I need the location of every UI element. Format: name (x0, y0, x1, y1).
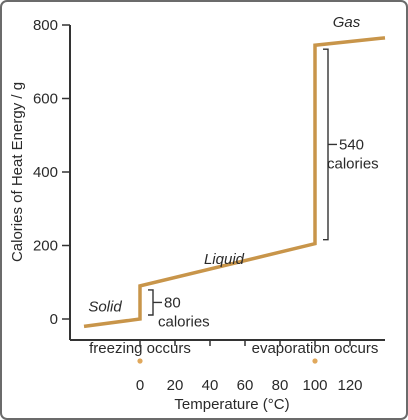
freezing-calories-value: 80 (164, 294, 181, 311)
event-marker-dot (137, 358, 143, 364)
event-marker-dot (312, 358, 318, 364)
evaporation-calories-value: 540 (339, 136, 364, 153)
y-tick-label: 600 (33, 91, 58, 108)
y-tick-label: 0 (50, 311, 58, 328)
y-tick-label: 400 (33, 164, 58, 181)
phase-label-liquid: Liquid (204, 251, 245, 268)
x-tick-label: 60 (237, 377, 254, 394)
chart-labels: Solid Liquid Gas 80 calories 540 calories freez… (88, 14, 379, 364)
heating-curve-line (83, 36, 386, 329)
y-tick-label: 200 (33, 238, 58, 255)
evaporation-bracket (323, 48, 337, 241)
x-tick-label: 40 (202, 377, 219, 394)
evaporation-calories-unit: calories (327, 155, 379, 172)
chart-marks (83, 36, 386, 329)
phase-label-gas: Gas (333, 14, 361, 31)
phase-label-solid: Solid (88, 299, 122, 316)
x-tick-label: 80 (272, 377, 289, 394)
x-tick-label: 100 (302, 377, 327, 394)
x-tick-label: 20 (167, 377, 184, 394)
y-tick-label: 800 (33, 17, 58, 34)
x-tick-label: 120 (337, 377, 362, 394)
x-axis-title: Temperature (°C) (174, 396, 289, 413)
x-tick-label: 0 (136, 377, 144, 394)
event-label-freezing: freezing occurs (89, 340, 191, 357)
y-axis-title: Calories of Heat Energy / g (9, 82, 26, 262)
axes: 0 200 400 600 800 0 20 40 60 80 100 120 (33, 17, 385, 394)
freezing-bracket (148, 289, 162, 316)
freezing-calories-unit: calories (158, 313, 210, 330)
event-label-evaporation: evaporation occurs (252, 340, 379, 357)
